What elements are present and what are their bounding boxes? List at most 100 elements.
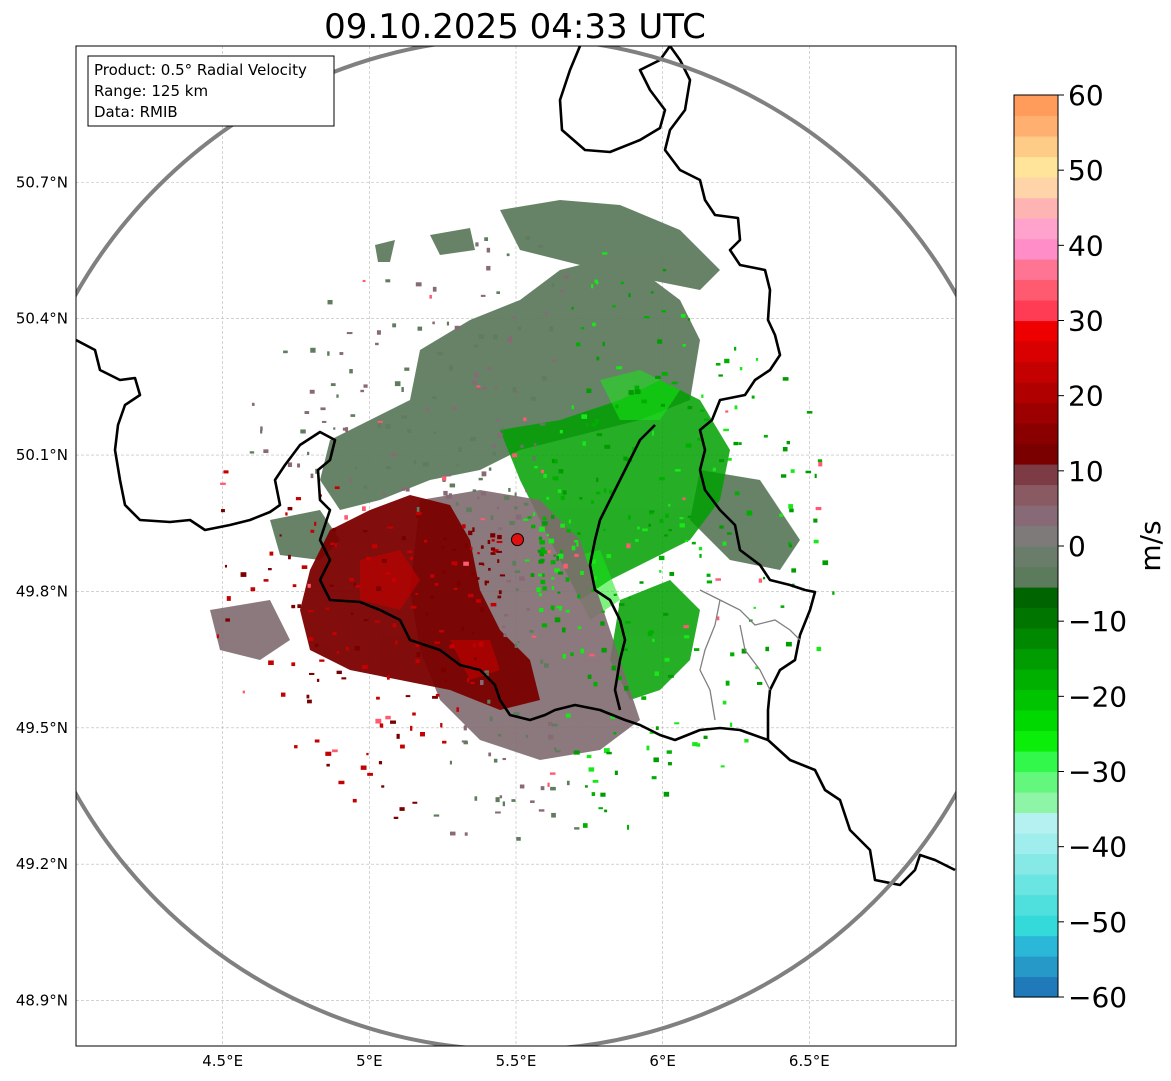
echo-speck (674, 722, 680, 725)
echo-speck (415, 282, 422, 287)
echo-speck (525, 489, 528, 493)
echo-speck (544, 311, 548, 316)
echo-speck (309, 672, 315, 675)
echo-speck (416, 652, 421, 657)
echo-speck (646, 745, 650, 751)
echo-speck (488, 467, 492, 471)
echo-speck (540, 547, 546, 552)
echo-speck (496, 291, 501, 294)
border-belgium-luxembourg (588, 424, 656, 711)
echo-speck (560, 495, 565, 500)
echo-speck (628, 293, 631, 298)
echo-speck (493, 758, 498, 763)
echo-speck (223, 470, 229, 474)
echo-speck (334, 542, 337, 548)
echo-speck (813, 539, 819, 544)
echo-speck (515, 588, 519, 591)
echo-speck (780, 605, 785, 608)
echo-speck (471, 631, 475, 634)
echo-speck (339, 352, 344, 355)
echo-speck (512, 387, 517, 393)
echo-speck (470, 547, 473, 551)
echo-speck (385, 279, 391, 283)
echo-speck (319, 659, 325, 662)
echo-speck (439, 630, 445, 633)
echo-speck (362, 506, 366, 512)
echo-speck (475, 242, 479, 247)
echo-speck (461, 626, 465, 631)
echo-speck (416, 506, 420, 512)
echo-speck (512, 560, 516, 566)
echo-speck (430, 595, 434, 600)
echo-speck (620, 281, 624, 285)
echo-speck (498, 590, 502, 595)
echo-speck (627, 824, 630, 830)
echo-speck (815, 506, 822, 511)
echo-speck (706, 573, 711, 577)
echo-speck (399, 807, 405, 811)
echo-speck (363, 384, 368, 388)
echo-speck (456, 707, 459, 712)
echo-speck (471, 572, 476, 576)
echo-speck (577, 626, 582, 630)
colorbar-swatch (1014, 484, 1058, 506)
echo-speck (637, 526, 640, 530)
echo-speck (249, 451, 255, 454)
echo-speck (562, 490, 567, 495)
echo-speck (385, 715, 391, 720)
echo-near-zero-field (270, 200, 800, 570)
colorbar-swatch (1014, 628, 1058, 650)
colorbar-tick-label: 40 (1068, 229, 1104, 262)
echo-speck (308, 636, 314, 642)
echo-speck (355, 585, 361, 588)
echo-speck (547, 550, 551, 554)
echo-speck (558, 469, 564, 474)
echo-speck (647, 631, 653, 637)
echo-speck (472, 527, 475, 532)
echo-speck (449, 483, 456, 488)
colorbar-tick-label: −30 (1068, 756, 1127, 789)
echo-speck (525, 236, 530, 241)
echo-speck (538, 809, 545, 812)
echo-speck (379, 723, 384, 728)
echo-speck (699, 553, 702, 558)
echo-speck (442, 740, 447, 744)
echo-speck (504, 495, 510, 500)
echo-speck (506, 579, 512, 583)
echo-speck (503, 633, 507, 638)
echo-speck (344, 515, 348, 520)
echo-speck (723, 428, 729, 432)
echo-speck (556, 605, 563, 609)
echo-speck (480, 294, 486, 297)
echo-speck (641, 399, 647, 404)
echo-speck (669, 571, 675, 576)
echo-speck (551, 812, 556, 818)
echo-speck (592, 779, 599, 783)
echo-speck (651, 776, 657, 780)
echo-speck (345, 646, 349, 651)
echo-speck (557, 591, 561, 594)
echo-speck (662, 268, 667, 272)
echo-speck (495, 797, 500, 803)
echo-speck (390, 720, 396, 724)
echo-speck (327, 351, 330, 356)
echo-speck (497, 534, 502, 540)
echo-speck (596, 477, 599, 483)
echo-speck (491, 444, 497, 448)
echo-speckle (216, 236, 835, 841)
echo-speck (432, 286, 437, 292)
echo-speck (512, 453, 518, 458)
echo-speck (724, 358, 730, 364)
echo-speck (251, 402, 255, 406)
echo-speck (385, 571, 391, 576)
echo-speck (425, 612, 428, 616)
echo-speck (593, 681, 598, 687)
echo-speck (610, 714, 616, 719)
echo-speck (538, 559, 544, 564)
colorbar-swatch (1014, 771, 1058, 793)
echo-speck (349, 478, 353, 483)
echo-speck (554, 617, 561, 623)
echo-speck (422, 462, 426, 467)
echo-speck (361, 665, 368, 670)
echo-speck (539, 552, 544, 557)
